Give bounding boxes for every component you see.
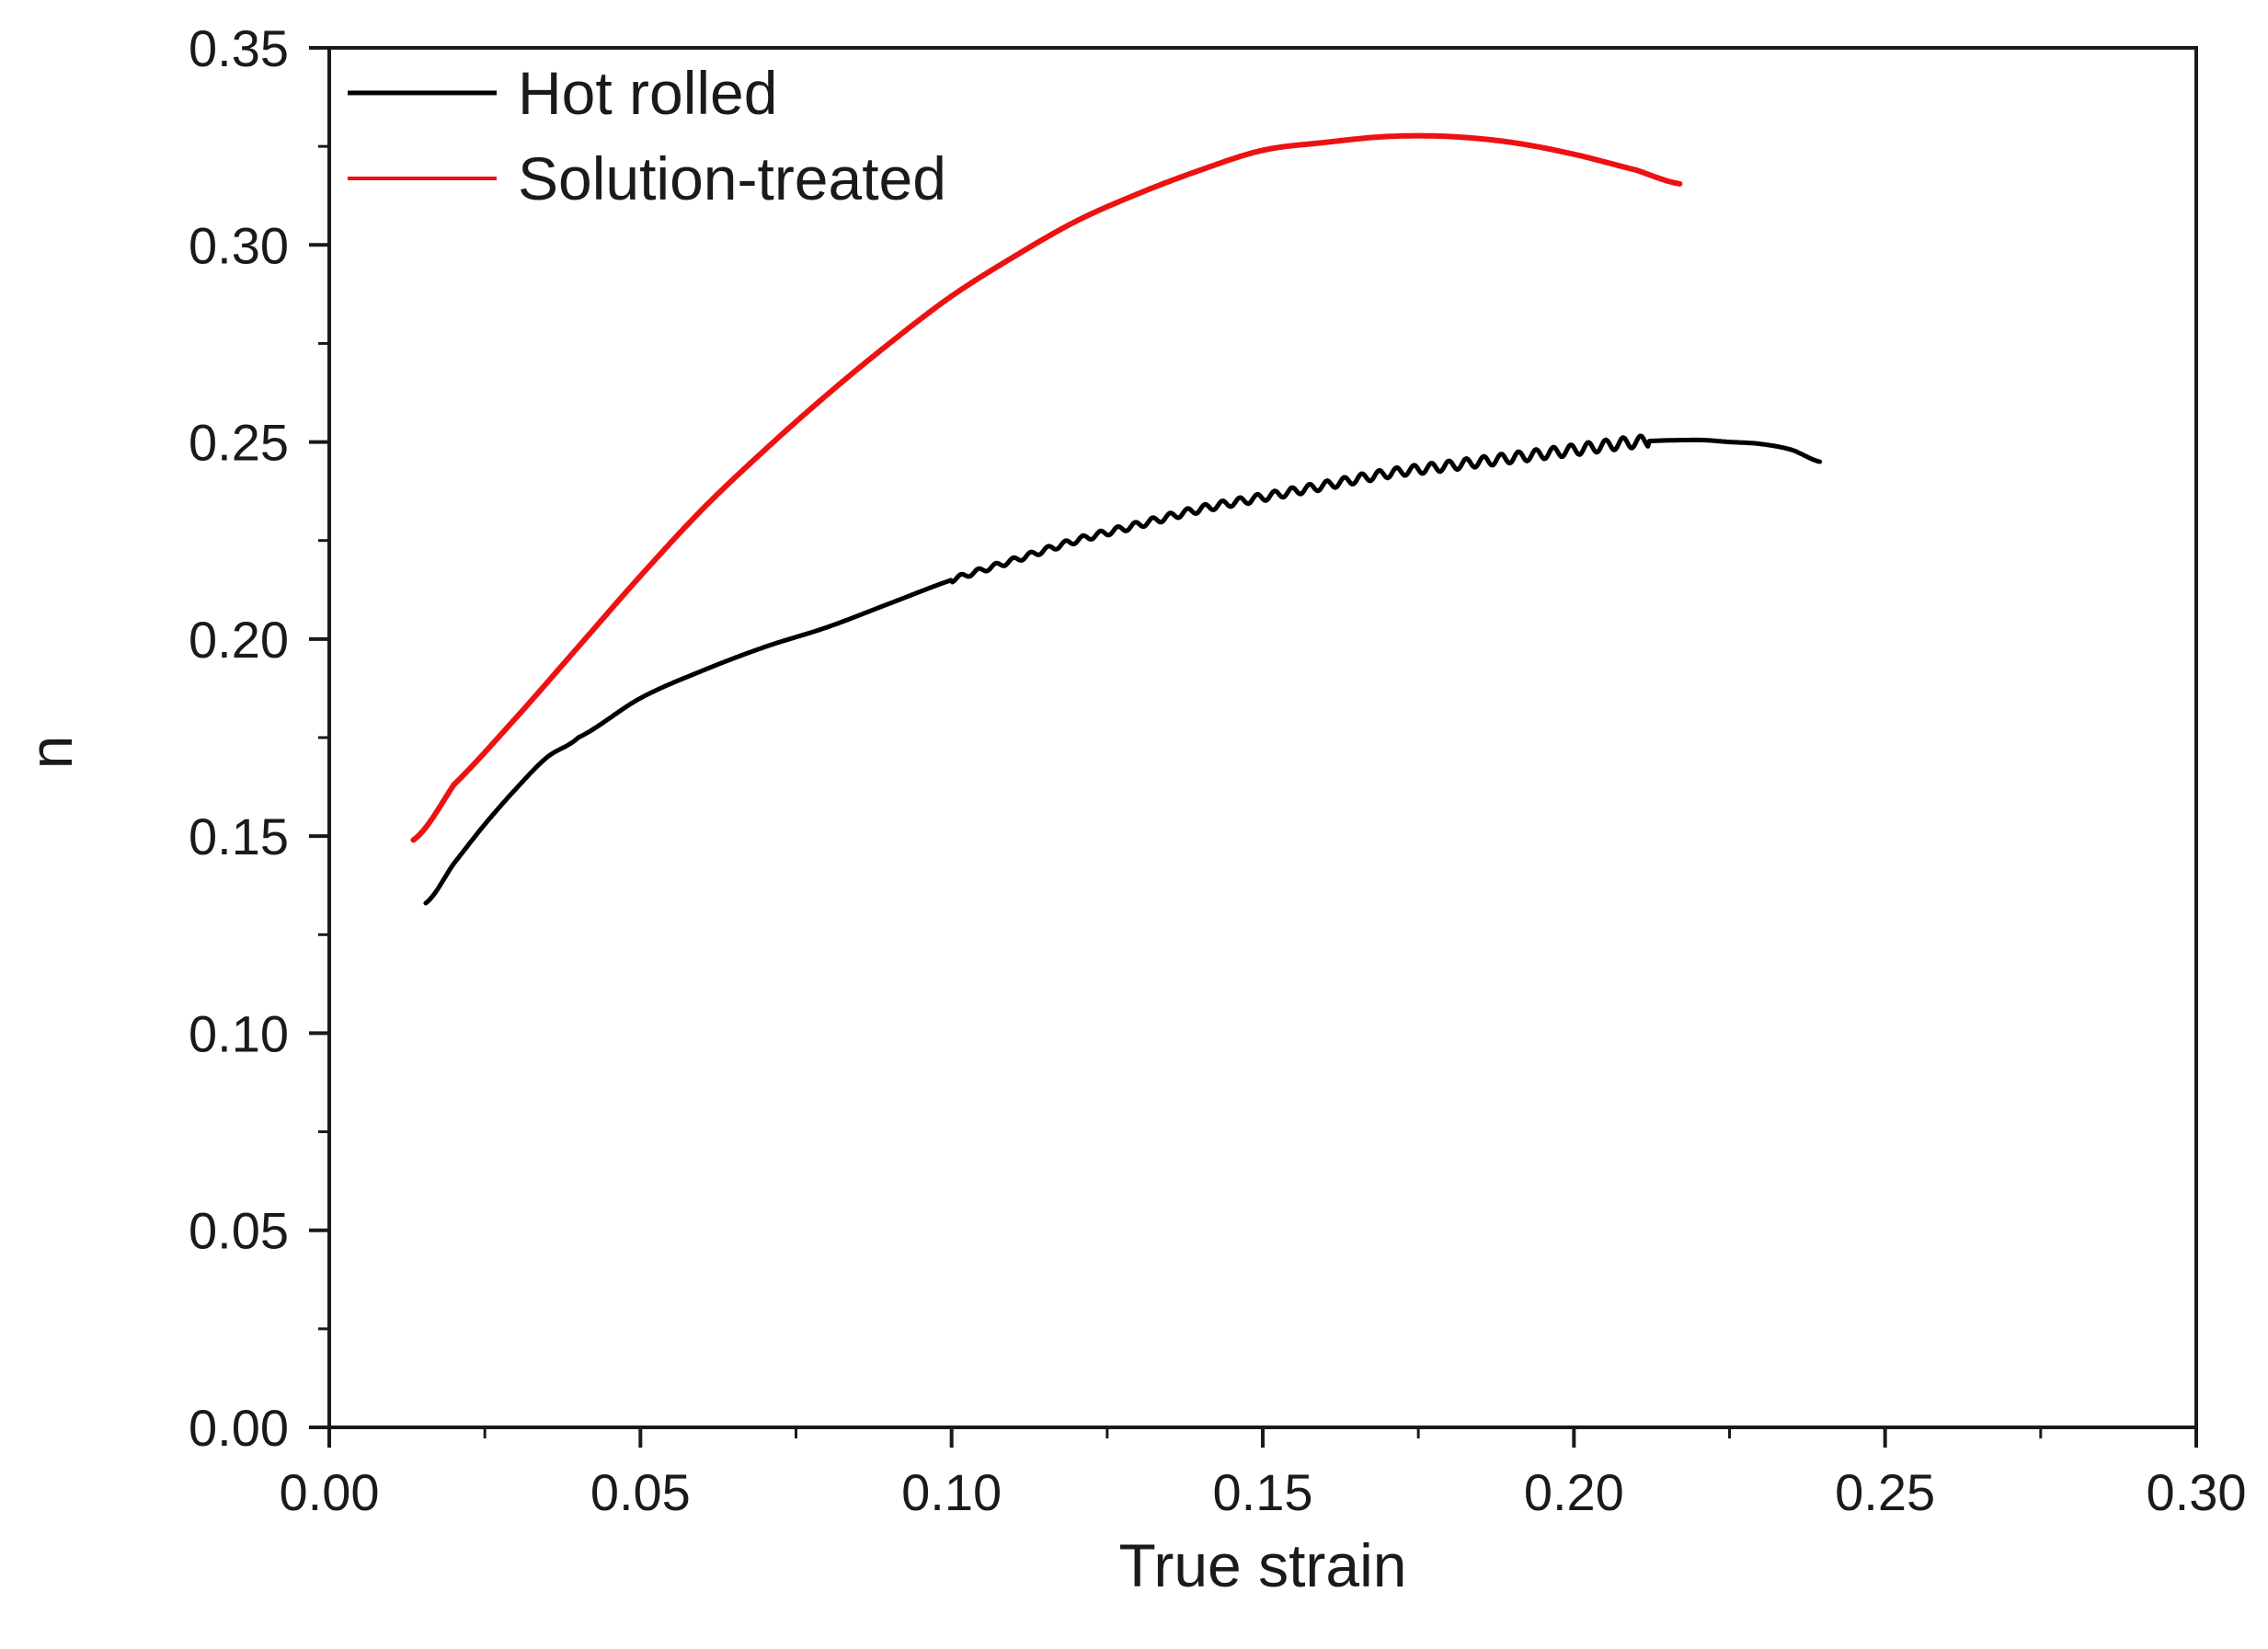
y-axis-ticks: 0.00 0.05 0.10 0.15 0.20 0.25 0.30 0.35 (189, 19, 329, 1457)
x-tick-label: 0.20 (1524, 1463, 1624, 1521)
x-tick-label: 0.05 (590, 1463, 691, 1521)
x-minor-ticks (483, 1427, 2043, 1438)
series-line-hot-rolled (423, 433, 1823, 906)
series-lines (410, 132, 1823, 906)
y-tick-label: 0.00 (189, 1399, 289, 1457)
series-line-solution-treated (410, 132, 1683, 843)
x-tick-label: 0.00 (280, 1463, 380, 1521)
y-tick-label: 0.05 (189, 1202, 289, 1260)
y-minor-ticks (318, 144, 329, 1331)
x-tick-label: 0.25 (1835, 1463, 1935, 1521)
y-tick-label: 0.25 (189, 414, 289, 472)
y-tick-label: 0.10 (189, 1004, 289, 1062)
x-tick-label: 0.30 (2147, 1463, 2247, 1521)
y-tick-label: 0.20 (189, 611, 289, 669)
x-axis-title: True strain (1119, 1531, 1407, 1599)
y-tick-label: 0.30 (189, 216, 289, 274)
legend-label-solution-treated: Solution-treated (518, 144, 946, 212)
legend: Hot rolled Solution-treated (348, 59, 946, 212)
x-tick-label: 0.10 (901, 1463, 1002, 1521)
x-axis-ticks: 0.00 0.05 0.10 0.15 0.20 0.25 0.30 (280, 1427, 2247, 1521)
plot-frame (327, 46, 2198, 1429)
y-tick-label: 0.35 (189, 19, 289, 77)
y-axis-title: n (17, 736, 85, 770)
legend-label-hot-rolled: Hot rolled (518, 59, 777, 127)
y-tick-label: 0.15 (189, 807, 289, 865)
x-tick-label: 0.15 (1213, 1463, 1313, 1521)
